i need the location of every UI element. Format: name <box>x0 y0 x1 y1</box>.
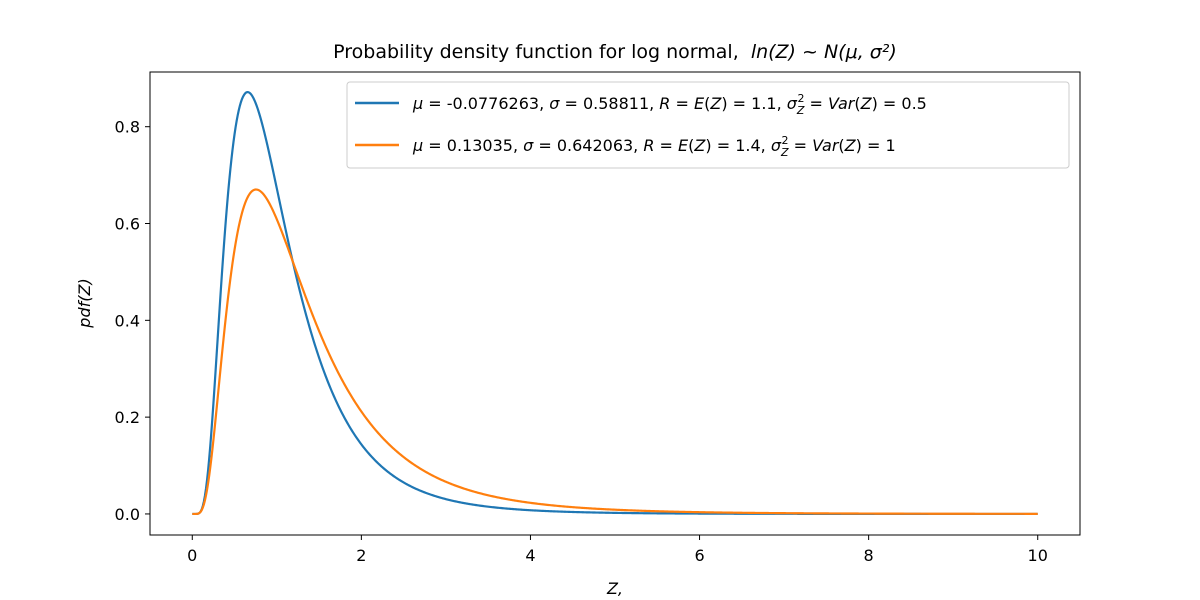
legend-entry-1-var: 0.5 <box>901 94 926 113</box>
legend-entry-1: μ = -0.0776263, σ = 0.58811, R = E(Z) = … <box>412 92 927 117</box>
x-tick-label: 6 <box>694 546 704 565</box>
x-tick-label: 2 <box>356 546 366 565</box>
legend-entry-2-r: 1.4 <box>735 136 760 155</box>
legend: μ = -0.0776263, σ = 0.58811, R = E(Z) = … <box>346 81 1070 169</box>
legend-entry-1-r: 1.1 <box>751 94 776 113</box>
legend-entry-2: μ = 0.13035, σ = 0.642063, R = E(Z) = 1.… <box>412 134 896 159</box>
legend-entry-1-sigma: 0.58811 <box>583 94 649 113</box>
legend-entry-1-mu: -0.0776263 <box>447 94 539 113</box>
x-axis: 0 2 4 6 8 10 <box>187 535 1048 565</box>
axes-frame <box>149 71 1081 536</box>
chart-title: Probability density function for log nor… <box>333 41 897 63</box>
x-tick-label: 10 <box>1028 546 1048 565</box>
y-tick-label: 0.0 <box>115 505 140 524</box>
x-tick-label: 8 <box>864 546 874 565</box>
y-axis-label: pdf(Z) <box>75 278 94 328</box>
legend-entry-2-var: 1 <box>885 136 895 155</box>
chart-title-main: Probability density function for log nor… <box>333 41 739 63</box>
series-group <box>192 91 1038 516</box>
x-tick-label: 4 <box>525 546 535 565</box>
x-tick-label: 0 <box>187 546 197 565</box>
chart-title-math: ln(Z) ~ N(μ, σ²) <box>751 41 897 63</box>
y-tick-label: 0.2 <box>115 408 140 427</box>
legend-entry-2-mu: 0.13035 <box>447 136 513 155</box>
y-axis: 0.0 0.2 0.4 0.6 0.8 <box>115 118 150 524</box>
series-line-2 <box>192 188 1038 516</box>
y-tick-label: 0.6 <box>115 215 140 234</box>
legend-box <box>346 81 1070 169</box>
y-tick-label: 0.8 <box>115 118 140 137</box>
y-tick-label: 0.4 <box>115 311 140 330</box>
x-axis-label: Z, <box>606 579 623 598</box>
legend-entry-2-sigma: 0.642063 <box>557 136 633 155</box>
